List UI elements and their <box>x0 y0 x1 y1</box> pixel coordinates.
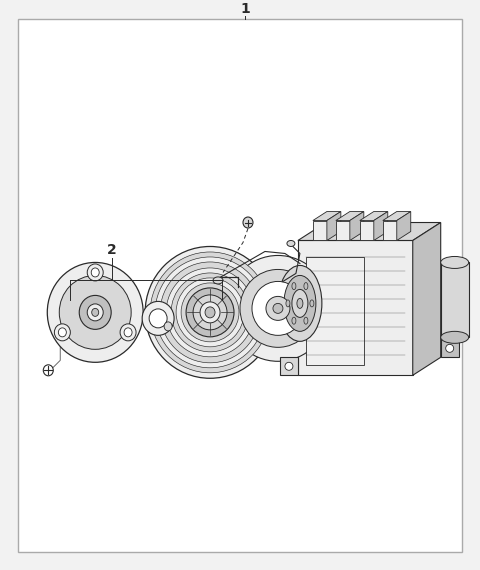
Polygon shape <box>397 211 411 241</box>
Ellipse shape <box>243 217 253 228</box>
Ellipse shape <box>287 241 295 246</box>
Polygon shape <box>374 211 388 241</box>
Polygon shape <box>336 221 350 241</box>
Polygon shape <box>313 211 341 221</box>
Ellipse shape <box>304 317 308 324</box>
Ellipse shape <box>92 308 99 316</box>
Text: 2: 2 <box>108 243 117 258</box>
Ellipse shape <box>286 300 290 307</box>
Ellipse shape <box>284 275 316 331</box>
Ellipse shape <box>166 268 254 357</box>
Ellipse shape <box>120 324 136 341</box>
Ellipse shape <box>292 283 296 290</box>
Ellipse shape <box>297 299 303 308</box>
Polygon shape <box>336 211 364 221</box>
Ellipse shape <box>292 290 308 317</box>
Ellipse shape <box>240 270 316 347</box>
Polygon shape <box>441 262 468 337</box>
Ellipse shape <box>310 300 314 307</box>
Ellipse shape <box>59 275 131 349</box>
Polygon shape <box>413 222 441 375</box>
Ellipse shape <box>87 264 103 281</box>
Ellipse shape <box>150 252 270 373</box>
Ellipse shape <box>43 365 53 376</box>
Ellipse shape <box>164 322 172 331</box>
Ellipse shape <box>446 344 454 352</box>
Polygon shape <box>298 241 413 375</box>
Ellipse shape <box>176 278 244 347</box>
Ellipse shape <box>205 307 215 318</box>
Ellipse shape <box>59 328 66 337</box>
Ellipse shape <box>226 255 330 361</box>
Bar <box>306 258 364 365</box>
Ellipse shape <box>171 273 249 352</box>
Ellipse shape <box>278 266 322 341</box>
Ellipse shape <box>87 304 103 321</box>
Ellipse shape <box>285 363 293 370</box>
Ellipse shape <box>79 295 111 329</box>
Ellipse shape <box>48 262 143 363</box>
Ellipse shape <box>200 302 220 323</box>
Ellipse shape <box>124 328 132 337</box>
Polygon shape <box>383 211 411 221</box>
Ellipse shape <box>91 268 99 277</box>
Ellipse shape <box>193 295 227 330</box>
Polygon shape <box>360 211 388 221</box>
Ellipse shape <box>292 317 296 324</box>
Polygon shape <box>327 211 341 241</box>
Ellipse shape <box>181 283 239 342</box>
Ellipse shape <box>213 277 223 284</box>
Ellipse shape <box>145 246 275 378</box>
Text: 1: 1 <box>240 2 250 16</box>
Polygon shape <box>280 357 298 375</box>
Ellipse shape <box>54 324 71 341</box>
Polygon shape <box>350 211 364 241</box>
Polygon shape <box>313 221 327 241</box>
Ellipse shape <box>273 303 283 314</box>
Ellipse shape <box>266 296 290 320</box>
Polygon shape <box>383 221 397 241</box>
Ellipse shape <box>149 309 167 328</box>
Ellipse shape <box>304 283 308 290</box>
Ellipse shape <box>441 256 468 268</box>
Ellipse shape <box>142 302 174 335</box>
Polygon shape <box>298 222 441 241</box>
Ellipse shape <box>441 331 468 343</box>
Polygon shape <box>441 339 459 357</box>
Polygon shape <box>360 221 374 241</box>
Ellipse shape <box>160 262 260 363</box>
Ellipse shape <box>186 288 234 337</box>
Ellipse shape <box>155 257 265 368</box>
Ellipse shape <box>252 282 304 335</box>
